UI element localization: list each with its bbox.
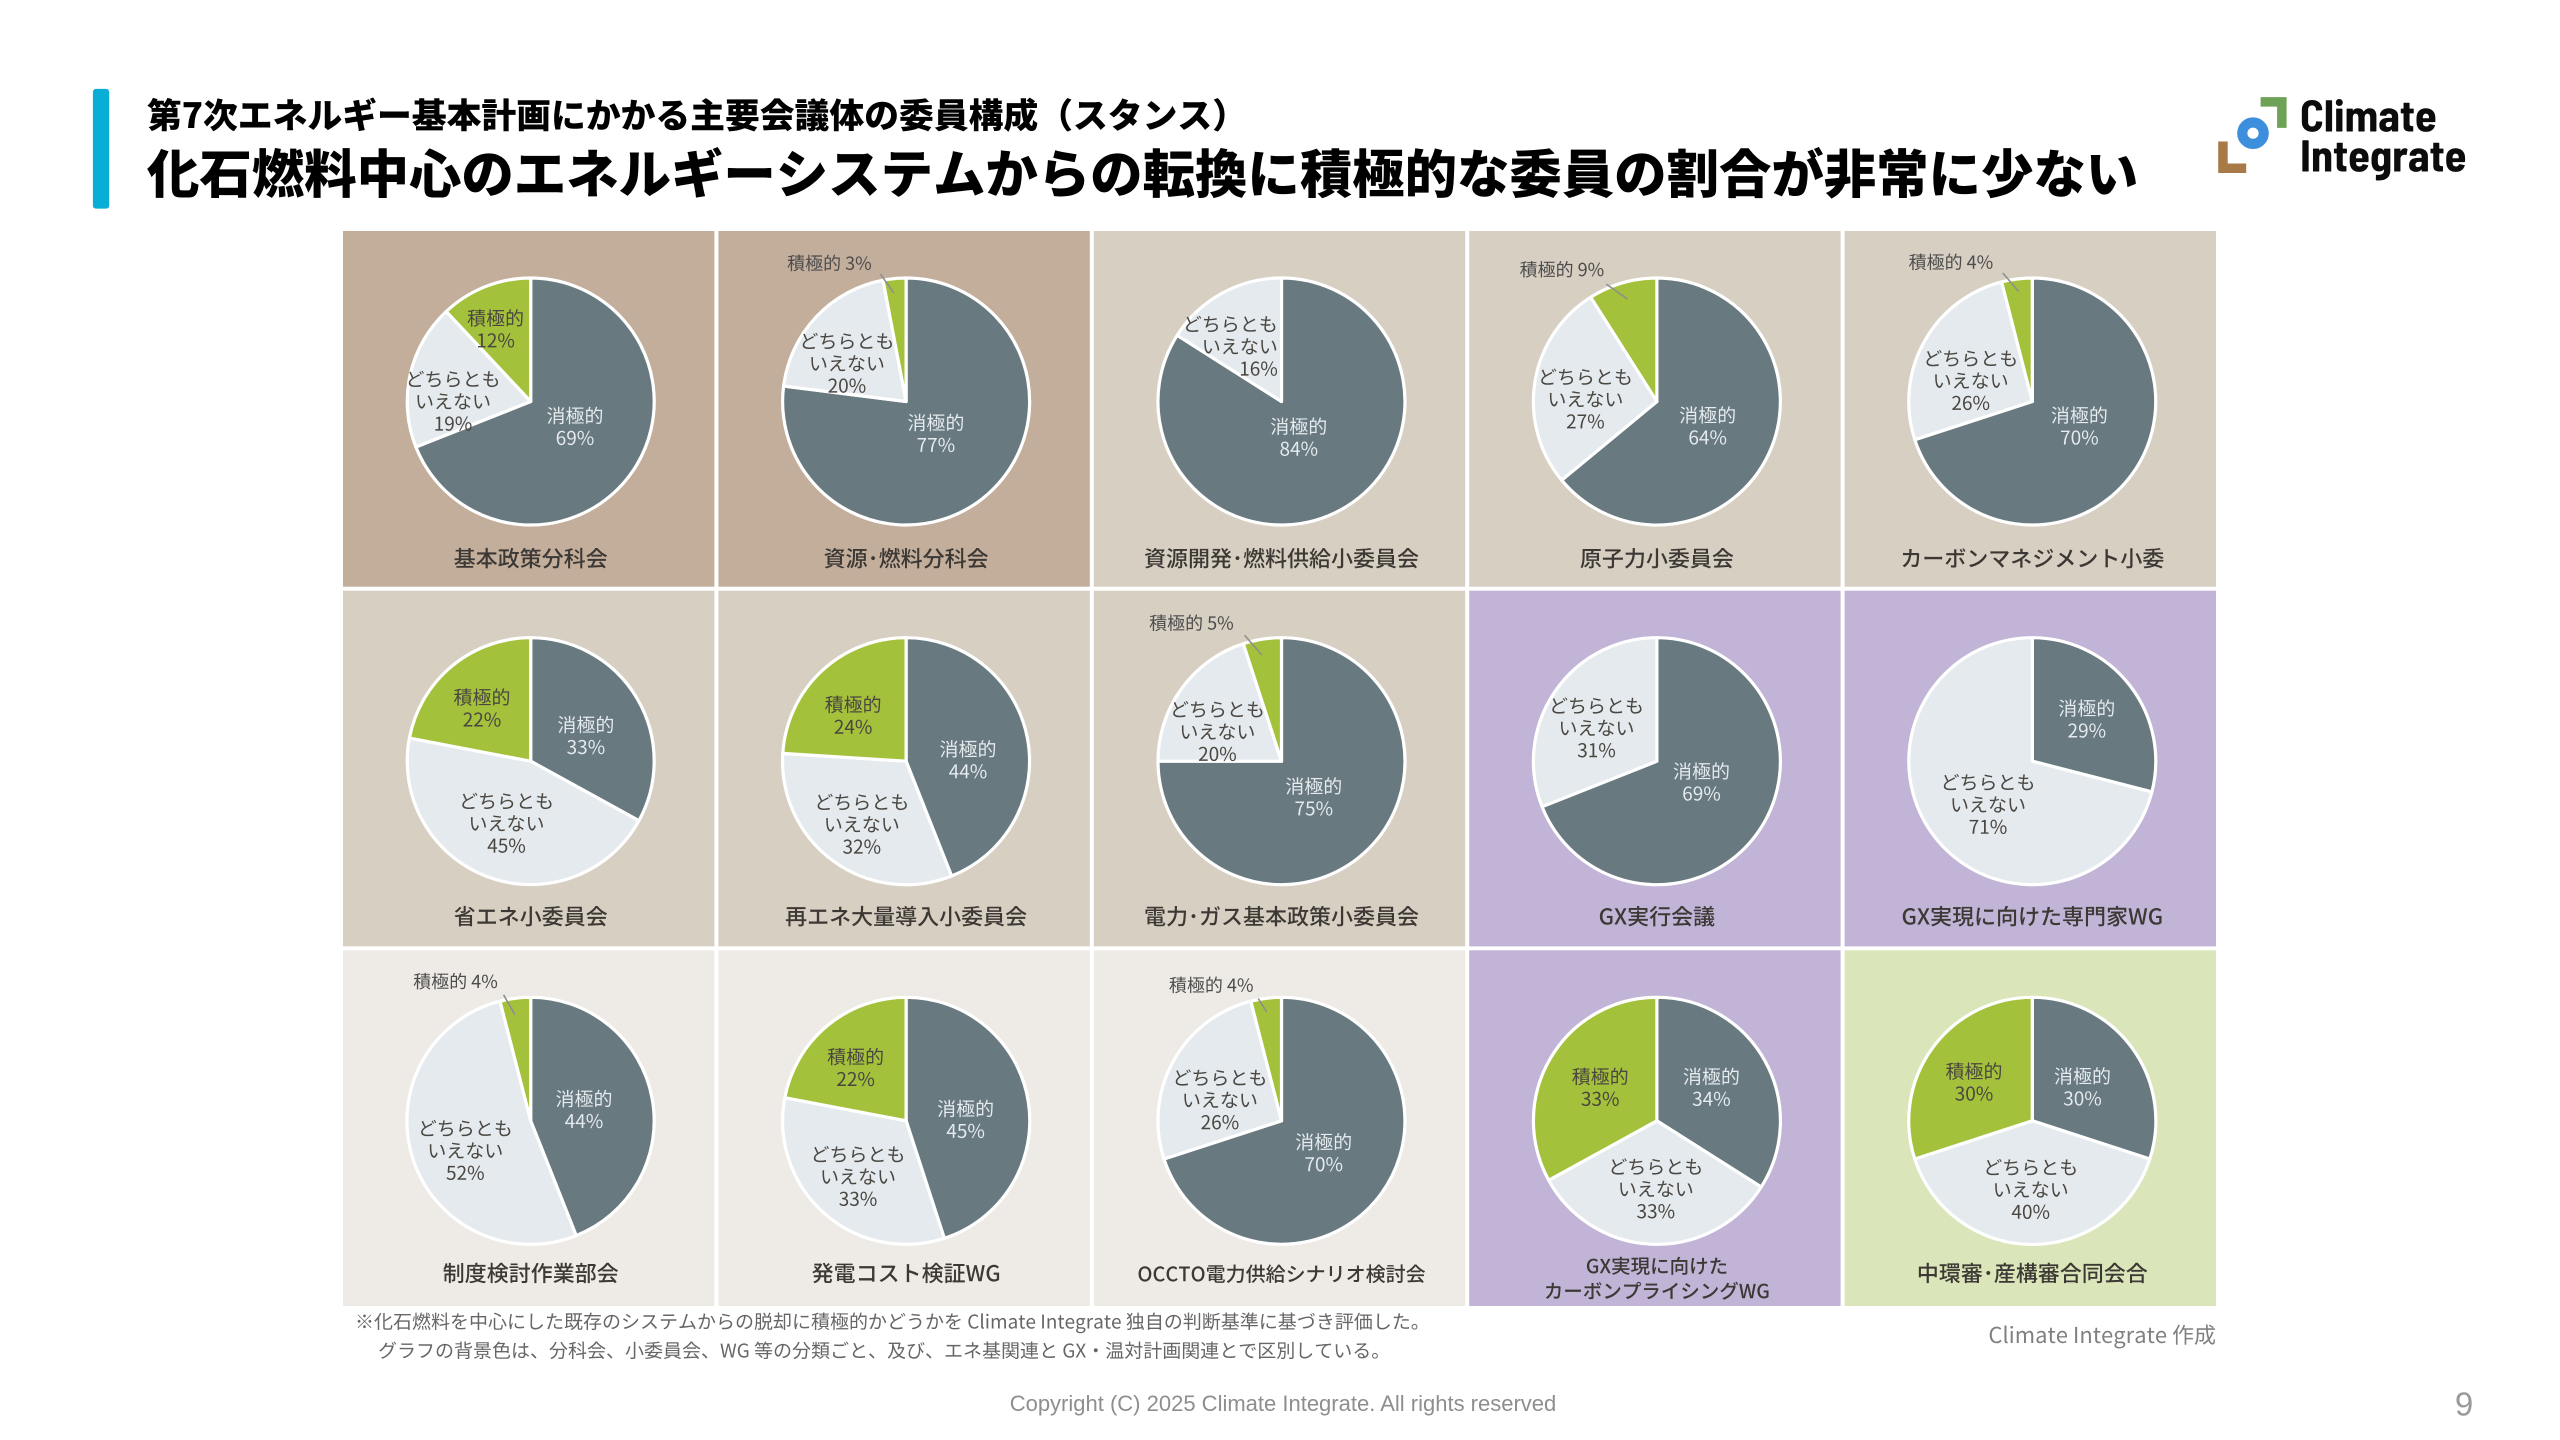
svg-text:Copyright (C) 2025 Climate Int: Copyright (C) 2025 Climate Integrate. Al… [1010, 1391, 1557, 1416]
svg-text:9: 9 [2455, 1386, 2473, 1423]
